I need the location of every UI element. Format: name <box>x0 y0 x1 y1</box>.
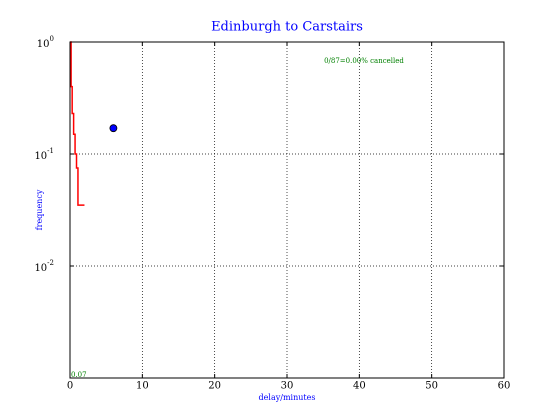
y-tick-base: 10 <box>34 263 47 274</box>
y-tick-exponent: -1 <box>47 147 54 155</box>
y-tick-base: 10 <box>37 39 50 50</box>
x-axis-label: delay/minutes <box>259 393 316 402</box>
annotation: 0/87=0.00% cancelled <box>324 57 404 65</box>
y-tick-label: 100 <box>37 35 54 50</box>
x-tick-label: 50 <box>425 381 438 392</box>
annotation: 0.07 <box>71 371 87 379</box>
x-tick-label: 20 <box>208 381 221 392</box>
chart-title: Edinburgh to Carstairs <box>211 20 363 35</box>
x-tick-label: 0 <box>67 381 73 392</box>
plot-frame <box>69 41 505 379</box>
y-axis-label: frequency <box>35 189 44 230</box>
x-tick-label: 60 <box>498 381 511 392</box>
x-tick-label: 40 <box>353 381 366 392</box>
y-tick-exponent: 0 <box>50 35 54 43</box>
step-line <box>70 41 85 206</box>
y-tick-label: 10-1 <box>34 147 54 162</box>
y-tick-base: 10 <box>34 151 47 162</box>
x-tick-label: 10 <box>136 381 149 392</box>
y-tick-exponent: -2 <box>47 259 54 267</box>
x-tick-label: 30 <box>281 381 294 392</box>
y-tick-label: 10-2 <box>34 259 54 274</box>
point <box>109 124 118 133</box>
